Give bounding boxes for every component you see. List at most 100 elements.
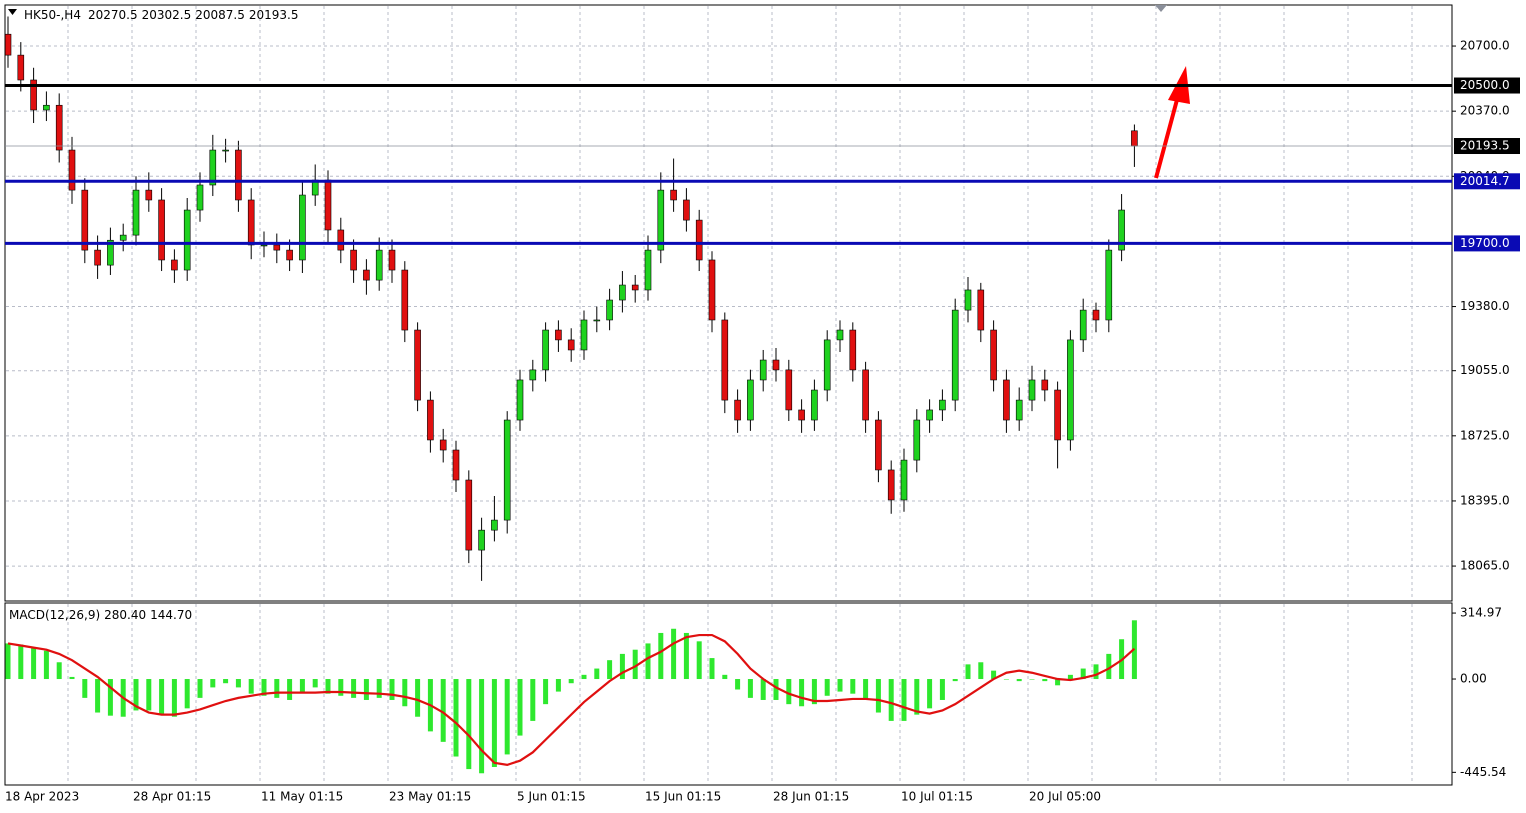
candle [964,276,972,323]
y-tick-label: 20370.0 [1460,104,1510,118]
level-box [1454,173,1520,190]
candle [171,249,178,283]
macd-bar [850,679,856,694]
x-tick-label: 10 Jul 01:15 [901,790,973,804]
y-tick-label: 18065.0 [1460,559,1510,573]
candle [721,312,729,414]
candle-body [171,259,178,271]
candle-body [427,399,434,441]
candle-body [222,149,229,152]
candle-body [414,329,421,401]
candle [631,274,639,303]
candle-body [926,409,933,421]
macd-bar [43,650,49,680]
candle-body [644,249,652,291]
candle-body [849,329,857,371]
candle-body [1015,399,1023,421]
candle [772,347,780,382]
candle [145,172,153,212]
macd-bar [338,679,344,696]
candle-body [363,269,370,281]
macd-bar [863,679,869,700]
macd-bar [543,679,549,705]
x-tick-label: 28 Jun 01:15 [773,790,849,804]
candle-body [55,104,63,151]
candle-body [862,369,869,421]
candle [81,178,89,264]
macd-bar [671,628,677,680]
candle [1079,298,1087,352]
level-label: 19700.0 [1460,236,1510,250]
macd-bar [952,679,958,682]
candle-body [721,319,729,401]
x-tick-label: 5 Jun 01:15 [517,790,586,804]
candle-body [516,379,524,421]
x-tick-label: 20 Jul 05:00 [1029,790,1101,804]
candle [247,188,255,260]
macd-bar [965,664,971,680]
candle-body [299,194,306,261]
candle-body [593,319,601,322]
candle-body [260,244,268,247]
candle-body [503,419,511,521]
candle [644,235,652,301]
candle-body [542,329,549,371]
macd-title: MACD(12,26,9) [9,608,100,622]
candle [337,217,345,264]
macd-bar [709,658,715,680]
candle-body [913,419,921,461]
macd-bar [504,679,510,755]
candle [401,261,409,343]
candle-body [747,379,754,421]
signal-line [7,633,1136,767]
menu-triangle[interactable] [8,9,17,15]
macd-bar [696,641,702,680]
candle [363,259,370,295]
candle-body [324,179,332,231]
candle [452,440,460,493]
candle-body [657,189,665,251]
candle [657,172,665,264]
candle-body [452,449,460,481]
macd-bar [184,679,190,709]
x-tick-label: 23 May 01:15 [389,790,471,804]
candle [619,271,626,313]
candle [478,517,485,581]
macd-bar [363,679,369,700]
candle [875,411,882,483]
candle [683,188,690,232]
candle-body [977,289,985,331]
candle-body [183,209,191,271]
macd-bar [223,679,229,684]
candle [785,359,793,422]
candle-body [30,79,37,111]
macd-bar [619,653,625,680]
macd-bar [824,679,830,696]
y-tick-label: -445.54 [1460,765,1506,779]
candle-body [1079,309,1087,341]
macd-bar [632,649,638,680]
macd-bar [312,679,318,688]
candle [503,411,511,534]
macd-bar [875,679,881,713]
macd-bar [901,679,907,721]
candle-body [401,269,409,331]
candle-body [670,189,677,201]
candle-body [708,259,716,321]
candle-body [491,519,498,531]
macd-bar [299,679,305,692]
candle [273,233,281,264]
candle-body [964,289,972,311]
macd-bar [645,643,651,680]
candle [862,361,869,433]
macd-bar [69,676,75,680]
candle-body [43,104,50,111]
candle [439,428,447,463]
candle-body [990,329,997,381]
candle [567,328,575,362]
macd-pane-frame [4,602,1453,786]
macd-bar [530,679,536,721]
macd-bar [479,679,485,774]
macd-bar [146,679,152,711]
